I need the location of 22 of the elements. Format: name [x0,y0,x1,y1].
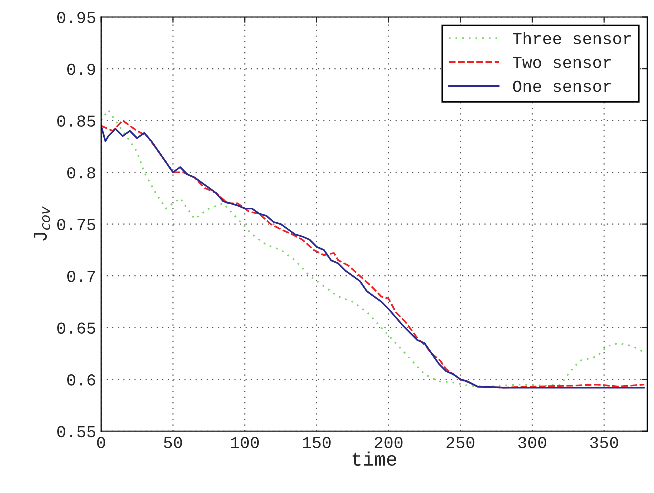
y-tick-label: 0.95 [58,12,96,24]
x-tick-label: 300 [518,437,546,448]
x-tick-label: 100 [231,437,260,448]
x-tick-label: 250 [446,437,475,448]
y-tick-label: 0.55 [58,426,96,438]
legend-label: Three sensor [513,32,631,44]
legend-label: Two sensor [513,57,611,68]
x-tick-label: 350 [590,437,618,448]
x-tick-label: 200 [374,437,403,448]
y-tick-label: 0.7 [68,270,96,282]
x-axis-title: time [352,452,396,466]
y-tick-label: 0.8 [68,167,96,179]
x-tick-label: 50 [164,437,182,448]
x-tick-label: 0 [97,437,106,448]
y-tick-label: 0.75 [58,219,96,231]
y-axis-title: J$_{cov}$ [34,206,50,241]
y-tick-label: 0.65 [58,322,96,334]
y-tick-label: 0.9 [68,64,96,76]
y-tick-label: 0.6 [68,374,96,386]
x-tick-label: 150 [303,437,331,448]
y-tick-label: 0.85 [58,116,96,127]
legend-label: One sensor [513,80,611,92]
